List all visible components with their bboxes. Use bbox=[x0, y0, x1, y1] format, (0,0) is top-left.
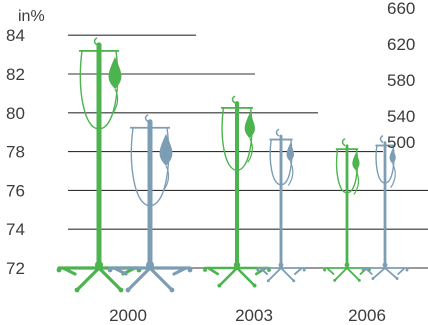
wheel bbox=[256, 268, 260, 272]
tube bbox=[353, 170, 360, 195]
hook bbox=[379, 134, 384, 144]
wheel bbox=[323, 268, 327, 272]
drip-stand-1-1 bbox=[256, 128, 306, 283]
wheel bbox=[74, 287, 80, 293]
hub bbox=[146, 261, 154, 269]
drop bbox=[286, 143, 295, 162]
drip-stand-0-2 bbox=[323, 138, 371, 282]
drop bbox=[352, 152, 360, 171]
left-tick-label: 74 bbox=[6, 220, 25, 239]
right-tick-label: 500 bbox=[387, 133, 415, 152]
tube bbox=[247, 138, 253, 163]
stand-base bbox=[323, 267, 371, 282]
tube bbox=[112, 88, 119, 114]
tube bbox=[287, 161, 294, 186]
wheel bbox=[252, 283, 257, 288]
tube bbox=[163, 165, 170, 191]
drop bbox=[108, 56, 122, 89]
left-tick-label: 84 bbox=[6, 26, 25, 45]
gridlines bbox=[68, 34, 428, 269]
category-label: 2000 bbox=[109, 306, 147, 325]
tube bbox=[390, 163, 396, 189]
drip-stand-0-1 bbox=[203, 95, 271, 288]
right-tick-label: 580 bbox=[387, 71, 415, 90]
drip-stand-1-2 bbox=[361, 134, 409, 280]
left-tick-label: 80 bbox=[6, 104, 25, 123]
category-label: 2006 bbox=[348, 306, 386, 325]
drop bbox=[159, 133, 173, 166]
stand-base bbox=[57, 266, 141, 292]
left-tick-label: 72 bbox=[6, 259, 25, 278]
category-label: 2003 bbox=[235, 306, 273, 325]
drip-stands bbox=[56, 37, 409, 293]
wheel bbox=[361, 268, 365, 272]
left-tick-label: 82 bbox=[6, 65, 25, 84]
hook bbox=[275, 128, 280, 137]
right-tick-label: 620 bbox=[387, 35, 415, 54]
wheel bbox=[203, 268, 207, 272]
left-tick-label: 76 bbox=[6, 181, 25, 200]
right-tick-label: 660 bbox=[387, 0, 415, 18]
hook bbox=[231, 95, 236, 104]
stand-base bbox=[203, 266, 271, 287]
wheel bbox=[405, 268, 409, 272]
hub bbox=[233, 261, 241, 269]
wheel bbox=[56, 267, 62, 273]
wheel bbox=[107, 267, 113, 273]
stand-base bbox=[256, 267, 306, 282]
drip-stand-0-0 bbox=[56, 37, 142, 293]
left-axis-unit: in% bbox=[18, 8, 45, 25]
wheel bbox=[292, 279, 296, 283]
drop bbox=[244, 112, 255, 139]
hub bbox=[95, 261, 103, 269]
left-axis: 72 74 76 78 80 82 84 bbox=[6, 26, 25, 278]
hub bbox=[382, 262, 388, 268]
wheel bbox=[302, 268, 306, 272]
stand-base bbox=[108, 266, 192, 292]
wheel bbox=[217, 283, 222, 288]
x-axis: 2000 2003 2006 bbox=[109, 306, 386, 325]
wheel bbox=[266, 279, 270, 283]
wheel bbox=[187, 267, 193, 273]
wheel bbox=[267, 268, 271, 272]
right-tick-label: 540 bbox=[387, 107, 415, 126]
drop bbox=[389, 148, 396, 164]
hook bbox=[93, 37, 98, 46]
hub bbox=[278, 262, 284, 268]
wheel bbox=[125, 287, 131, 293]
wheel bbox=[395, 277, 399, 280]
wheel bbox=[357, 278, 361, 282]
hook bbox=[144, 114, 149, 123]
drip-stand-1-0 bbox=[107, 114, 193, 293]
wheel bbox=[371, 277, 375, 280]
wheel bbox=[118, 287, 124, 293]
stand-base bbox=[362, 267, 408, 280]
hook bbox=[341, 138, 346, 147]
right-axis: 500 540 580 620 660 bbox=[387, 0, 415, 152]
wheel bbox=[169, 287, 175, 293]
hub bbox=[344, 262, 350, 268]
wheel bbox=[333, 278, 337, 282]
left-tick-label: 78 bbox=[6, 143, 25, 162]
